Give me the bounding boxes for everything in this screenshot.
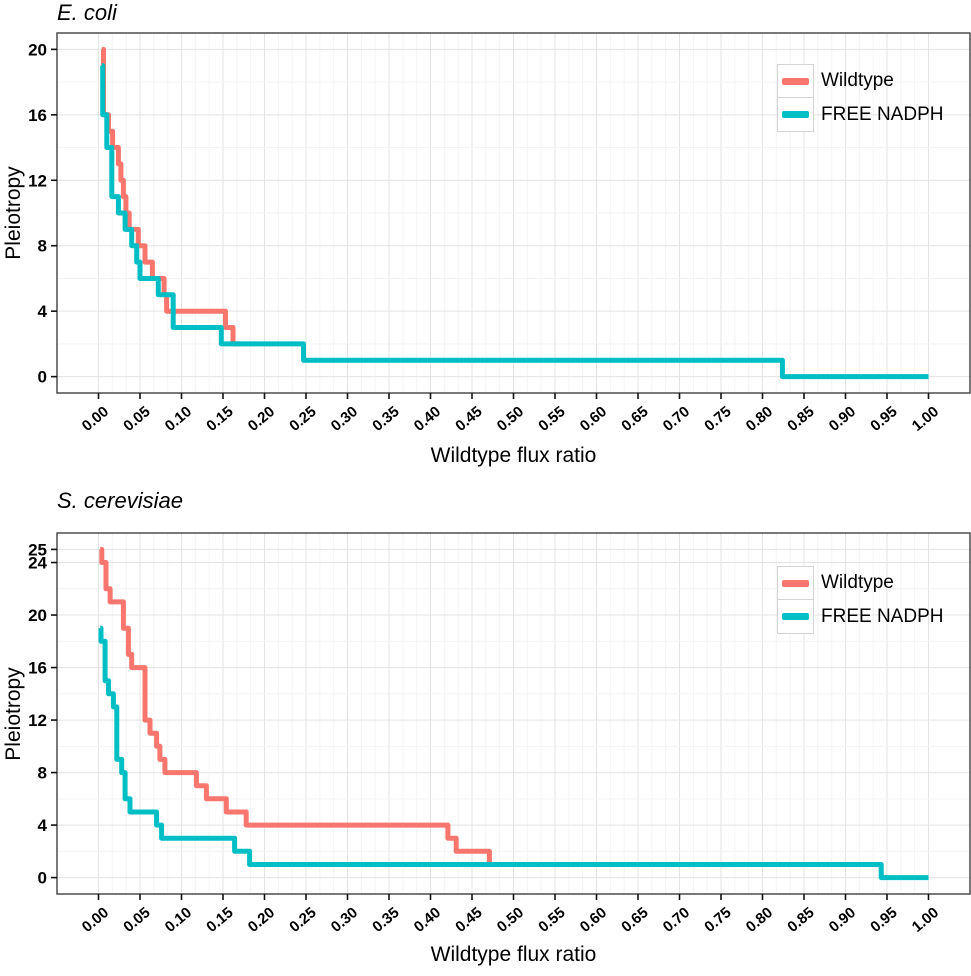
legend-item-wildtype: Wildtype bbox=[777, 566, 943, 600]
legend-label-free-nadph: FREE NADPH bbox=[821, 104, 944, 125]
scerevisiae-legend: Wildtype FREE NADPH bbox=[777, 566, 943, 634]
y-tick-label: 8 bbox=[38, 237, 47, 256]
x-tick-label: 0.85 bbox=[784, 403, 817, 435]
x-tick-label: 1.00 bbox=[909, 403, 942, 435]
y-tick-label: 4 bbox=[38, 816, 48, 835]
wildtype-line-swatch-icon bbox=[782, 579, 809, 587]
x-tick-label: 0.05 bbox=[120, 403, 153, 435]
y-tick-label: 12 bbox=[28, 171, 47, 190]
x-tick-label: 0.40 bbox=[411, 403, 444, 435]
y-tick-label: 0 bbox=[38, 368, 47, 387]
x-tick-label: 0.15 bbox=[203, 403, 236, 435]
ecoli-plot-svg: 0.00 0.05 0.10 0.15 0.20 0.25 0.30 0.35 0.40 0.45… bbox=[28, 32, 971, 435]
x-tick-label: 0.35 bbox=[369, 403, 402, 435]
legend-label-wildtype: Wildtype bbox=[821, 572, 894, 593]
scerevisiae-x-axis-title: Wildtype flux ratio bbox=[430, 943, 597, 966]
legend-key-box bbox=[777, 598, 814, 634]
x-tick-label: 0.00 bbox=[79, 403, 112, 435]
ecoli-legend: Wildtype FREE NADPH bbox=[777, 64, 943, 132]
x-tick-label: 0.70 bbox=[660, 904, 693, 936]
x-tick-label: 0.25 bbox=[286, 904, 319, 936]
x-tick-label: 0.60 bbox=[577, 403, 610, 435]
x-tick-label: 0.40 bbox=[411, 904, 444, 936]
legend-item-wildtype: Wildtype bbox=[777, 64, 943, 98]
scerevisiae-chart-title: S. cerevisiae bbox=[57, 488, 183, 513]
x-tick-label: 0.20 bbox=[245, 403, 278, 435]
x-tick-label: 0.95 bbox=[867, 904, 900, 936]
free-nadph-line-swatch-icon bbox=[782, 110, 809, 118]
ecoli-figure: E. coli 0.00 0.05 0.10 0.15 0.20 0.25 0.30 0.35… bbox=[2, 0, 971, 467]
free-nadph-line-swatch-icon bbox=[782, 612, 809, 620]
legend-label-wildtype: Wildtype bbox=[821, 70, 894, 91]
x-tick-label: 0.95 bbox=[867, 403, 900, 435]
x-tick-label: 0.10 bbox=[162, 403, 195, 435]
x-tick-label: 0.30 bbox=[328, 403, 361, 435]
x-tick-label: 0.90 bbox=[826, 904, 859, 936]
series-line-wildtype bbox=[101, 46, 242, 347]
x-tick-label: 0.45 bbox=[452, 904, 485, 936]
x-tick-label: 0.45 bbox=[452, 403, 485, 435]
y-tick-label: 24 bbox=[28, 554, 47, 573]
legend-key-box bbox=[777, 96, 814, 132]
legend-key-box bbox=[777, 64, 814, 98]
x-tick-label: 1.00 bbox=[909, 904, 942, 936]
ecoli-chart-title: E. coli bbox=[57, 0, 117, 25]
x-tick-label: 0.80 bbox=[743, 904, 776, 936]
scerevisiae-figure: S. cerevisiae 0.00 0.05 0.10 0.15 0.20 0.25 0.… bbox=[0, 488, 971, 976]
ecoli-x-axis-title: Wildtype flux ratio bbox=[430, 444, 597, 467]
x-tick-label: 0.90 bbox=[826, 403, 859, 435]
wildtype-line-swatch-icon bbox=[782, 77, 809, 85]
x-tick-label: 0.65 bbox=[618, 904, 651, 936]
x-tick-label: 0.60 bbox=[577, 904, 610, 936]
scerevisiae-plot-svg: 0.00 0.05 0.10 0.15 0.20 0.25 0.30 0.35 0.40 0.45… bbox=[28, 532, 971, 936]
series-line-wildtype bbox=[99, 546, 493, 867]
x-tick-label: 0.80 bbox=[743, 403, 776, 435]
legend-label-free-nadph: FREE NADPH bbox=[821, 606, 944, 627]
series-line-free-nadph bbox=[98, 625, 929, 881]
legend-item-free-nadph: FREE NADPH bbox=[777, 598, 944, 634]
x-tick-label: 0.15 bbox=[203, 904, 236, 936]
x-tick-label: 0.55 bbox=[535, 403, 568, 435]
x-tick-label: 0.30 bbox=[328, 904, 361, 936]
y-tick-label: 16 bbox=[28, 106, 47, 125]
x-tick-label: 0.65 bbox=[618, 403, 651, 435]
x-tick-label: 0.35 bbox=[369, 904, 402, 936]
x-tick-label: 0.25 bbox=[286, 403, 319, 435]
y-tick-label: 0 bbox=[38, 869, 47, 888]
x-tick-label: 0.50 bbox=[494, 904, 527, 936]
x-tick-label: 0.75 bbox=[701, 904, 734, 936]
scerevisiae-y-axis-title: Pleiotropy bbox=[2, 667, 25, 761]
legend-key-box bbox=[777, 566, 814, 600]
series-line-free-nadph bbox=[100, 63, 929, 380]
y-tick-label: 25 bbox=[28, 540, 47, 559]
x-tick-label: 0.75 bbox=[701, 403, 734, 435]
x-tick-label: 0.05 bbox=[120, 904, 153, 936]
x-tick-label: 0.00 bbox=[79, 904, 112, 936]
x-tick-label: 0.50 bbox=[494, 403, 527, 435]
x-tick-label: 0.70 bbox=[660, 403, 693, 435]
y-tick-label: 16 bbox=[28, 659, 47, 678]
y-tick-label: 20 bbox=[28, 606, 47, 625]
x-tick-label: 0.55 bbox=[535, 904, 568, 936]
y-tick-label: 8 bbox=[38, 764, 47, 783]
legend-item-free-nadph: FREE NADPH bbox=[777, 96, 944, 132]
x-tick-label: 0.85 bbox=[784, 904, 817, 936]
ecoli-y-axis-title: Pleiotropy bbox=[2, 166, 25, 260]
y-tick-label: 4 bbox=[38, 302, 48, 321]
x-tick-label: 0.20 bbox=[245, 904, 278, 936]
y-tick-label: 12 bbox=[28, 711, 47, 730]
y-tick-label: 20 bbox=[28, 40, 47, 59]
x-tick-label: 0.10 bbox=[162, 904, 195, 936]
